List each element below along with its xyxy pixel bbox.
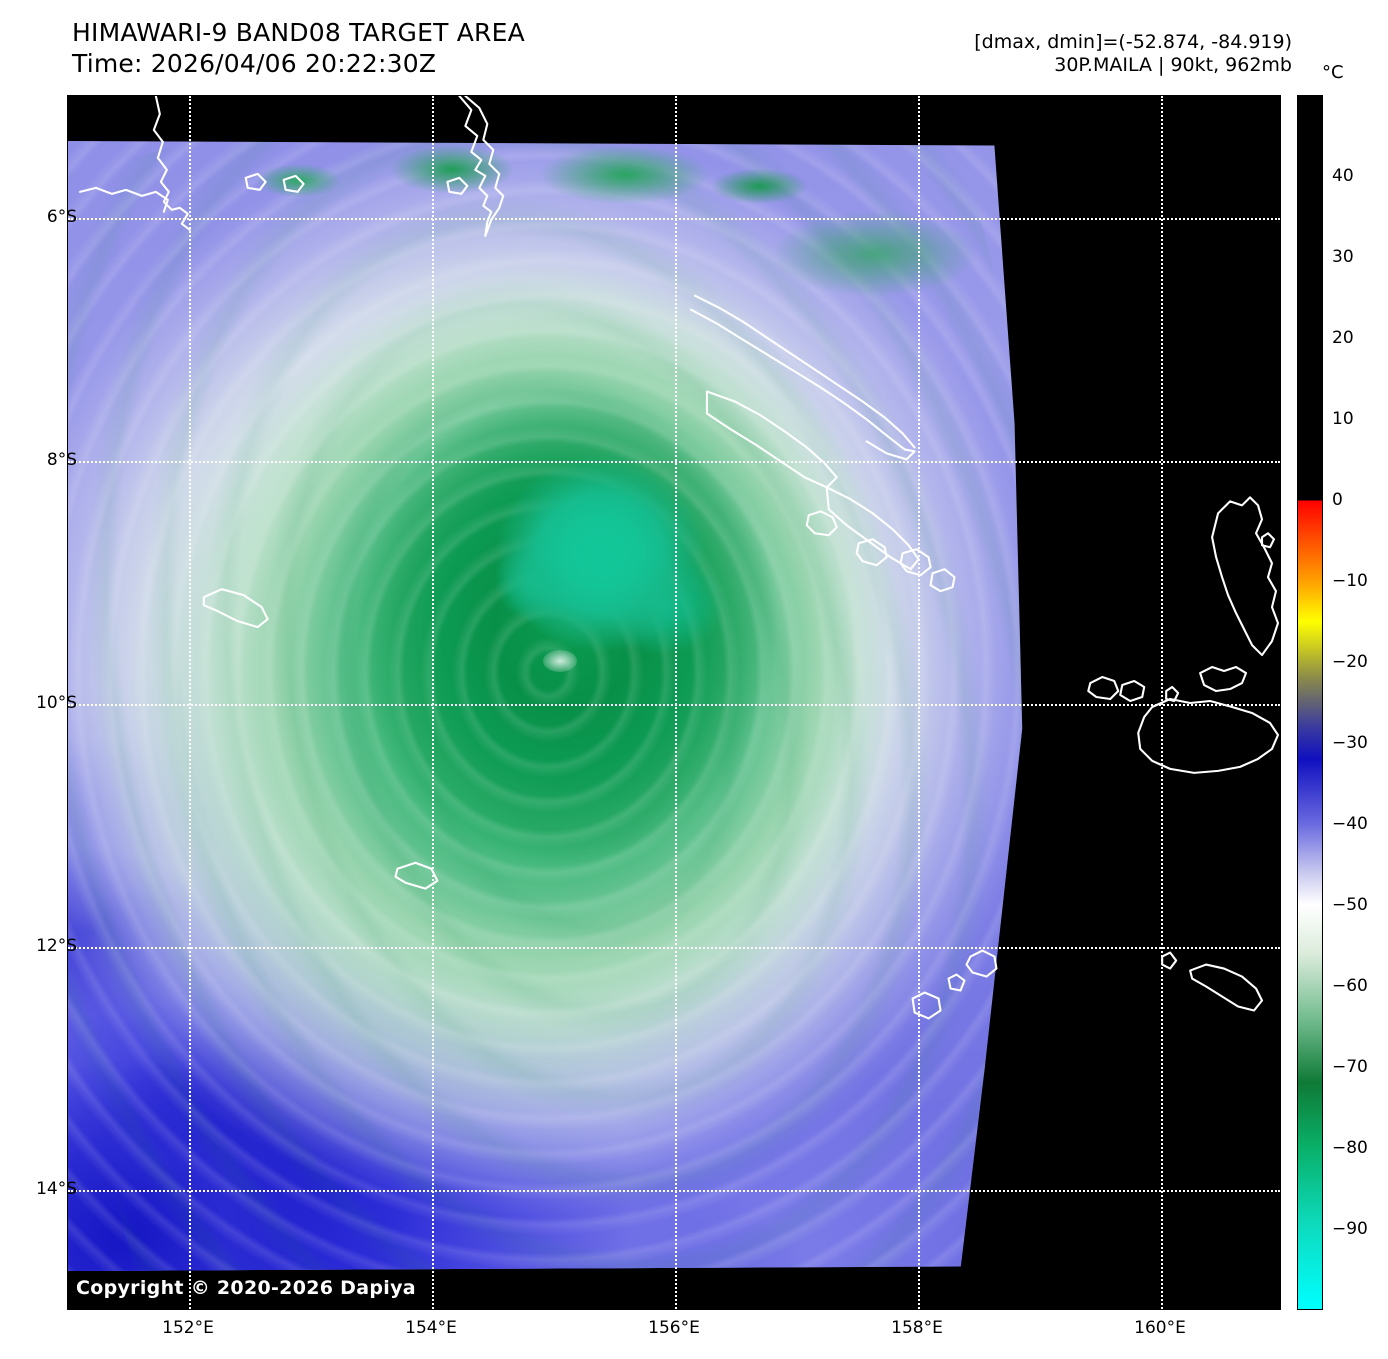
satellite-data-swath xyxy=(68,141,1023,1271)
ytick-label-10s: 10°S xyxy=(36,693,77,713)
gridline-lat-6s xyxy=(68,218,1280,220)
ytick-label-12s: 12°S xyxy=(36,936,77,956)
colorbar-tick-n50: −50 xyxy=(1332,895,1368,915)
gridline-lon-158 xyxy=(918,96,920,1309)
colorbar-tick-10: 10 xyxy=(1332,409,1354,429)
gridline-lat-10s xyxy=(68,704,1280,706)
storm-info-label: 30P.MAILA | 90kt, 962mb xyxy=(1054,54,1292,76)
gridline-lon-156 xyxy=(675,96,677,1309)
colorbar-tick-n40: −40 xyxy=(1332,814,1368,834)
swath-north-convection xyxy=(68,141,1023,1271)
xtick-label-154e: 154°E xyxy=(405,1318,457,1338)
colorbar-tick-n70: −70 xyxy=(1332,1057,1368,1077)
xtick-label-158e: 158°E xyxy=(891,1318,943,1338)
xtick-label-156e: 156°E xyxy=(648,1318,700,1338)
colorbar[interactable] xyxy=(1297,95,1323,1310)
ytick-label-8s: 8°S xyxy=(46,450,77,470)
colorbar-tick-n30: −30 xyxy=(1332,733,1368,753)
page-title: HIMAWARI-9 BAND08 TARGET AREA xyxy=(72,18,525,47)
colorbar-tick-n60: −60 xyxy=(1332,976,1368,996)
ytick-label-6s: 6°S xyxy=(46,207,77,227)
gridline-lon-152 xyxy=(189,96,191,1309)
storm-eye xyxy=(543,649,578,672)
gridline-lat-12s xyxy=(68,947,1280,949)
coastline-rennell xyxy=(1189,963,1264,1012)
data-range-label: [dmax, dmin]=(-52.874, -84.919) xyxy=(974,31,1292,53)
xtick-label-160e: 160°E xyxy=(1134,1318,1186,1338)
plot-inner: Copyright © 2020-2026 Dapiya xyxy=(68,96,1280,1309)
colorbar-gradient xyxy=(1298,96,1322,1309)
coastline-islet-c xyxy=(1161,951,1178,970)
xtick-label-152e: 152°E xyxy=(162,1318,214,1338)
colorbar-unit-label: °C xyxy=(1322,62,1344,83)
header-title-block: HIMAWARI-9 BAND08 TARGET AREA Time: 2026… xyxy=(72,18,525,79)
gridline-lat-14s xyxy=(68,1190,1280,1192)
colorbar-tick-n90: −90 xyxy=(1332,1219,1368,1239)
colorbar-tick-30: 30 xyxy=(1332,247,1354,267)
satellite-image-plot[interactable]: Copyright © 2020-2026 Dapiya xyxy=(67,95,1281,1310)
colorbar-tick-40: 40 xyxy=(1332,166,1354,186)
coastline-malaita xyxy=(1211,496,1280,657)
timestamp-label: Time: 2026/04/06 20:22:30Z xyxy=(72,49,437,78)
coastline-russell-b xyxy=(1119,679,1146,703)
colorbar-tick-n10: −10 xyxy=(1332,571,1368,591)
coastline-nggela xyxy=(1199,666,1248,693)
gridline-lon-154 xyxy=(432,96,434,1309)
coastline-guadalcanal xyxy=(1137,697,1280,774)
colorbar-tick-20: 20 xyxy=(1332,328,1354,348)
colorbar-tick-n80: −80 xyxy=(1332,1138,1368,1158)
coastline-islet-b xyxy=(1165,685,1180,703)
gridline-lon-160 xyxy=(1161,96,1163,1309)
gridline-lat-8s xyxy=(68,461,1280,463)
copyright-label: Copyright © 2020-2026 Dapiya xyxy=(76,1277,416,1299)
coastline-islet-a xyxy=(1260,532,1276,549)
colorbar-tick-n20: −20 xyxy=(1332,652,1368,672)
coastline-russell xyxy=(1087,675,1120,701)
ytick-label-14s: 14°S xyxy=(36,1179,77,1199)
colorbar-tick-0: 0 xyxy=(1332,490,1343,510)
header-meta-block: [dmax, dmin]=(-52.874, -84.919) 30P.MAIL… xyxy=(974,31,1292,77)
